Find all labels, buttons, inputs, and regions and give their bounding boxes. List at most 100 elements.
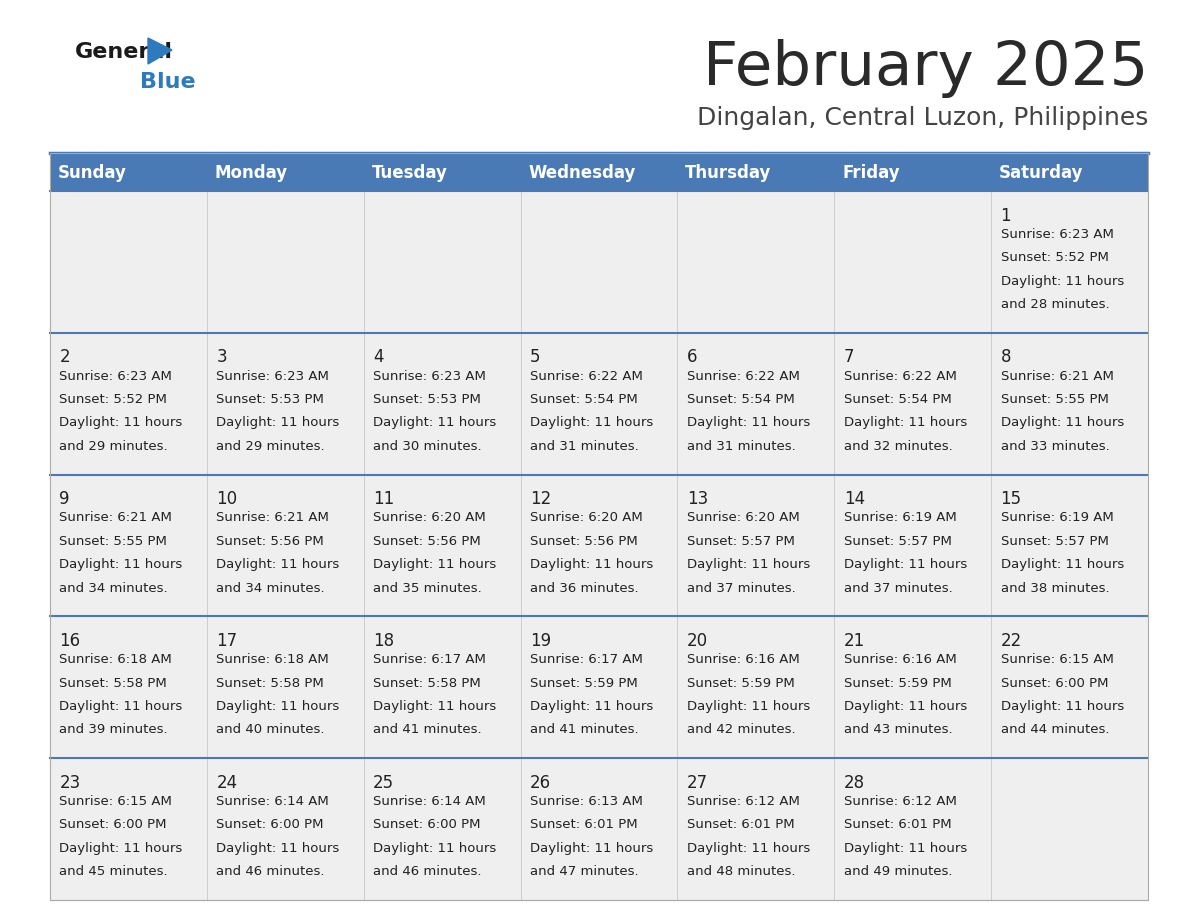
Text: Sunset: 6:00 PM: Sunset: 6:00 PM <box>373 819 481 832</box>
Text: Daylight: 11 hours: Daylight: 11 hours <box>1000 700 1124 713</box>
Text: Sunrise: 6:15 AM: Sunrise: 6:15 AM <box>59 795 172 808</box>
Text: 3: 3 <box>216 349 227 366</box>
Text: Sunset: 6:01 PM: Sunset: 6:01 PM <box>687 819 795 832</box>
Text: Thursday: Thursday <box>685 164 772 182</box>
Text: 20: 20 <box>687 632 708 650</box>
Text: Sunset: 6:00 PM: Sunset: 6:00 PM <box>59 819 166 832</box>
Bar <box>50 475 1148 616</box>
Text: 7: 7 <box>843 349 854 366</box>
Text: Sunset: 5:57 PM: Sunset: 5:57 PM <box>843 535 952 548</box>
Text: 28: 28 <box>843 774 865 792</box>
Text: 24: 24 <box>216 774 238 792</box>
Text: 23: 23 <box>59 774 81 792</box>
Text: 17: 17 <box>216 632 238 650</box>
Text: and 29 minutes.: and 29 minutes. <box>216 440 324 453</box>
Text: Sunset: 5:54 PM: Sunset: 5:54 PM <box>687 393 795 406</box>
Text: and 31 minutes.: and 31 minutes. <box>687 440 796 453</box>
Text: 13: 13 <box>687 490 708 509</box>
Text: 6: 6 <box>687 349 697 366</box>
Text: Sunset: 6:01 PM: Sunset: 6:01 PM <box>530 819 638 832</box>
Text: Sunset: 5:58 PM: Sunset: 5:58 PM <box>59 677 168 689</box>
Text: and 42 minutes.: and 42 minutes. <box>687 723 796 736</box>
Text: Daylight: 11 hours: Daylight: 11 hours <box>59 842 183 855</box>
Text: Sunset: 6:00 PM: Sunset: 6:00 PM <box>216 819 324 832</box>
Text: 8: 8 <box>1000 349 1011 366</box>
Text: Sunrise: 6:12 AM: Sunrise: 6:12 AM <box>843 795 956 808</box>
Text: Sunset: 5:55 PM: Sunset: 5:55 PM <box>1000 393 1108 406</box>
Text: February 2025: February 2025 <box>702 39 1148 97</box>
Text: Sunrise: 6:13 AM: Sunrise: 6:13 AM <box>530 795 643 808</box>
Text: Sunset: 5:59 PM: Sunset: 5:59 PM <box>687 677 795 689</box>
Text: Saturday: Saturday <box>999 164 1083 182</box>
Text: Tuesday: Tuesday <box>372 164 448 182</box>
Text: Daylight: 11 hours: Daylight: 11 hours <box>843 417 967 430</box>
Text: Daylight: 11 hours: Daylight: 11 hours <box>530 558 653 571</box>
Text: Sunrise: 6:21 AM: Sunrise: 6:21 AM <box>216 511 329 524</box>
Text: 21: 21 <box>843 632 865 650</box>
Text: 4: 4 <box>373 349 384 366</box>
Text: Sunrise: 6:14 AM: Sunrise: 6:14 AM <box>216 795 329 808</box>
Text: Sunrise: 6:23 AM: Sunrise: 6:23 AM <box>216 370 329 383</box>
Text: Sunset: 5:57 PM: Sunset: 5:57 PM <box>687 535 795 548</box>
Text: Sunrise: 6:17 AM: Sunrise: 6:17 AM <box>530 654 643 666</box>
Text: 9: 9 <box>59 490 70 509</box>
Text: Sunrise: 6:23 AM: Sunrise: 6:23 AM <box>1000 228 1113 241</box>
Text: and 46 minutes.: and 46 minutes. <box>216 866 324 879</box>
Text: and 37 minutes.: and 37 minutes. <box>843 582 953 595</box>
Polygon shape <box>148 38 172 64</box>
Text: and 28 minutes.: and 28 minutes. <box>1000 298 1110 311</box>
Text: Daylight: 11 hours: Daylight: 11 hours <box>843 558 967 571</box>
Text: 1: 1 <box>1000 207 1011 225</box>
Text: Daylight: 11 hours: Daylight: 11 hours <box>1000 558 1124 571</box>
Text: Daylight: 11 hours: Daylight: 11 hours <box>687 842 810 855</box>
Text: Sunset: 5:52 PM: Sunset: 5:52 PM <box>59 393 168 406</box>
Text: and 35 minutes.: and 35 minutes. <box>373 582 482 595</box>
Text: Sunday: Sunday <box>58 164 127 182</box>
Text: Sunrise: 6:23 AM: Sunrise: 6:23 AM <box>373 370 486 383</box>
Text: Friday: Friday <box>842 164 899 182</box>
Text: Sunset: 6:01 PM: Sunset: 6:01 PM <box>843 819 952 832</box>
Text: Daylight: 11 hours: Daylight: 11 hours <box>687 558 810 571</box>
Text: Sunset: 5:53 PM: Sunset: 5:53 PM <box>373 393 481 406</box>
Text: Sunset: 5:59 PM: Sunset: 5:59 PM <box>843 677 952 689</box>
Text: and 37 minutes.: and 37 minutes. <box>687 582 796 595</box>
Text: Sunrise: 6:12 AM: Sunrise: 6:12 AM <box>687 795 800 808</box>
Text: Daylight: 11 hours: Daylight: 11 hours <box>373 842 497 855</box>
Text: Sunrise: 6:22 AM: Sunrise: 6:22 AM <box>843 370 956 383</box>
Text: and 40 minutes.: and 40 minutes. <box>216 723 324 736</box>
Text: Sunrise: 6:23 AM: Sunrise: 6:23 AM <box>59 370 172 383</box>
Text: 22: 22 <box>1000 632 1022 650</box>
Text: Sunset: 5:54 PM: Sunset: 5:54 PM <box>843 393 952 406</box>
Text: Sunset: 5:55 PM: Sunset: 5:55 PM <box>59 535 168 548</box>
Text: Sunrise: 6:14 AM: Sunrise: 6:14 AM <box>373 795 486 808</box>
Text: and 45 minutes.: and 45 minutes. <box>59 866 168 879</box>
Text: and 41 minutes.: and 41 minutes. <box>530 723 639 736</box>
Text: and 41 minutes.: and 41 minutes. <box>373 723 482 736</box>
Bar <box>50 191 1148 333</box>
Text: Daylight: 11 hours: Daylight: 11 hours <box>216 558 340 571</box>
Text: 10: 10 <box>216 490 238 509</box>
Text: and 34 minutes.: and 34 minutes. <box>216 582 324 595</box>
Text: 2: 2 <box>59 349 70 366</box>
Text: Sunset: 5:59 PM: Sunset: 5:59 PM <box>530 677 638 689</box>
Text: and 39 minutes.: and 39 minutes. <box>59 723 168 736</box>
Text: Sunrise: 6:20 AM: Sunrise: 6:20 AM <box>687 511 800 524</box>
Text: 12: 12 <box>530 490 551 509</box>
Text: Sunset: 5:56 PM: Sunset: 5:56 PM <box>373 535 481 548</box>
Text: and 34 minutes.: and 34 minutes. <box>59 582 168 595</box>
Text: Daylight: 11 hours: Daylight: 11 hours <box>59 417 183 430</box>
Text: Daylight: 11 hours: Daylight: 11 hours <box>216 700 340 713</box>
Bar <box>50 153 1148 900</box>
Text: Sunrise: 6:22 AM: Sunrise: 6:22 AM <box>530 370 643 383</box>
Text: Sunset: 5:53 PM: Sunset: 5:53 PM <box>216 393 324 406</box>
Text: and 44 minutes.: and 44 minutes. <box>1000 723 1110 736</box>
Text: Daylight: 11 hours: Daylight: 11 hours <box>530 417 653 430</box>
Text: and 47 minutes.: and 47 minutes. <box>530 866 639 879</box>
Text: Sunrise: 6:22 AM: Sunrise: 6:22 AM <box>687 370 800 383</box>
Text: Sunrise: 6:20 AM: Sunrise: 6:20 AM <box>530 511 643 524</box>
Text: Sunset: 5:56 PM: Sunset: 5:56 PM <box>216 535 324 548</box>
Text: Daylight: 11 hours: Daylight: 11 hours <box>59 558 183 571</box>
Text: Sunrise: 6:18 AM: Sunrise: 6:18 AM <box>216 654 329 666</box>
Text: General: General <box>75 42 173 62</box>
Text: and 30 minutes.: and 30 minutes. <box>373 440 482 453</box>
